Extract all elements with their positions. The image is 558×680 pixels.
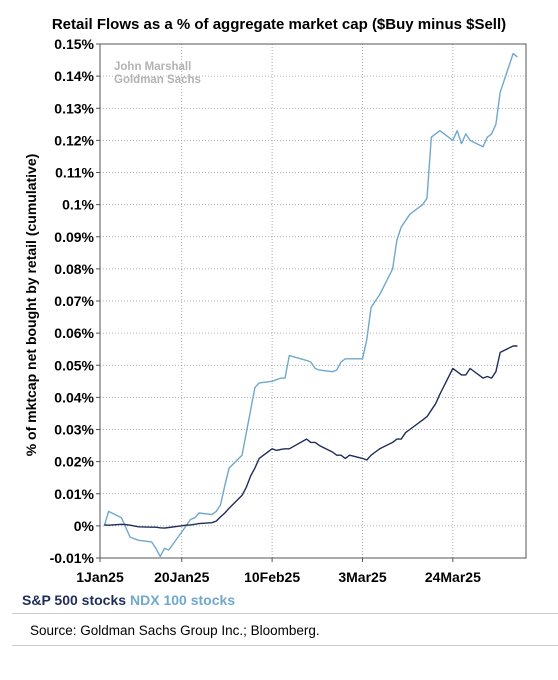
y-axis-label: % of mktcap net bought by retail (cumula… [23,154,39,457]
y-tick-label: 0.13% [54,100,94,116]
x-tick-label: 1Jan25 [76,569,124,585]
legend-entry-ndx100: NDX 100 stocks [130,592,236,608]
y-axis-ticks: -0.01% 0% 0.01% 0.02% 0.03% 0.04% 0.05% 0.06% 0.… [50,36,100,566]
divider-bottom [12,645,558,646]
x-tick-label: 20Jan25 [154,569,209,585]
series-layer [103,52,518,558]
legend-entry-sp500: S&P 500 stocks [22,592,127,608]
y-tick-label: 0.09% [54,229,94,245]
y-tick-label: 0.15% [54,36,94,52]
chart-title: Retail Flows as a % of aggregate market … [51,16,507,33]
y-tick-label: 0.1% [62,197,94,213]
source-note: Source: Goldman Sachs Group Inc.; Bloomb… [30,623,320,638]
y-tick-label: 0.14% [54,68,94,84]
y-tick-label: 0.12% [54,132,94,148]
annotation-line: John Marshall [114,61,191,73]
y-tick-label: 0.06% [54,325,94,341]
x-tick-label: 3Mar25 [338,569,386,585]
y-tick-label: -0.01% [50,550,95,566]
y-tick-label: 0% [74,518,95,534]
y-tick-label: 0.08% [54,261,94,277]
y-tick-label: 0.04% [54,389,94,405]
series-line-ndx100 [103,52,518,558]
y-tick-label: 0.01% [54,486,94,502]
y-tick-label: 0.07% [54,293,94,309]
y-tick-label: 0.05% [54,357,94,373]
grid-layer [99,43,526,559]
x-tick-label: 24Mar25 [425,569,481,585]
series-line-sp500 [104,345,518,529]
x-tick-label: 10Feb25 [244,569,300,585]
annotation-line: Goldman Sachs [114,74,201,86]
y-tick-label: 0.03% [54,422,94,438]
divider-top [12,613,558,614]
y-tick-label: 0.11% [55,165,94,181]
line-chart: -0.01% 0% 0.01% 0.02% 0.03% 0.04% 0.05% 0.06% 0.… [23,36,527,585]
y-tick-label: 0.02% [54,454,94,470]
x-axis-ticks: 1Jan25 20Jan25 10Feb25 3Mar25 24Mar25 [76,558,481,585]
legend: S&P 500 stocks NDX 100 stocks [22,592,239,608]
